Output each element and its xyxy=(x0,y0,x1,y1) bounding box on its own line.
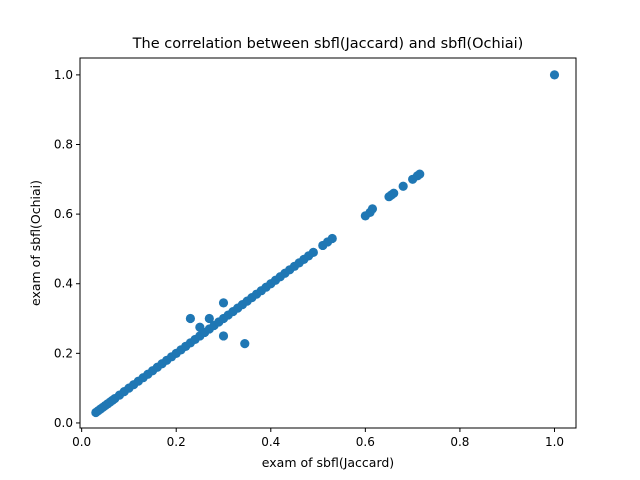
y-tick-label: 1.0 xyxy=(54,68,73,82)
x-axis: 0.0 0.2 0.4 0.6 0.8 1.0 xyxy=(72,428,564,449)
chart-title: The correlation between sbfl(Jaccard) an… xyxy=(132,36,524,52)
scatter-point xyxy=(195,322,205,332)
y-axis: 0.0 0.2 0.4 0.6 0.8 1.0 xyxy=(54,68,80,430)
y-axis-label: exam of sbfl(Ochiai) xyxy=(28,180,43,306)
x-tick-label: 0.2 xyxy=(167,435,186,449)
plot-frame xyxy=(79,57,577,429)
x-tick-label: 0.8 xyxy=(450,435,469,449)
scatter-point xyxy=(367,204,378,214)
scatter-point xyxy=(240,338,250,349)
x-tick-label: 0.0 xyxy=(72,435,91,449)
scatter-point xyxy=(218,298,229,308)
scatter-point xyxy=(308,247,318,257)
x-tick-label: 0.4 xyxy=(261,435,280,449)
scatter-point xyxy=(218,331,229,341)
y-tick-label: 0.6 xyxy=(54,207,73,221)
points-layer xyxy=(91,70,560,418)
scatter-point xyxy=(398,181,408,191)
y-tick-label: 0.8 xyxy=(54,137,73,151)
scatter-point xyxy=(185,313,196,324)
y-tick-label: 0.4 xyxy=(54,277,73,291)
scatter-point xyxy=(204,313,214,324)
x-axis-label: exam of sbfl(Jaccard) xyxy=(262,455,394,470)
scatter-point xyxy=(549,70,560,80)
scatter-point xyxy=(327,233,337,244)
y-tick-label: 0.0 xyxy=(54,416,73,430)
scatter-point xyxy=(389,188,399,198)
x-tick-label: 0.6 xyxy=(356,435,375,449)
x-tick-label: 1.0 xyxy=(545,435,564,449)
y-tick-label: 0.2 xyxy=(54,346,73,360)
scatter-point xyxy=(415,169,425,179)
